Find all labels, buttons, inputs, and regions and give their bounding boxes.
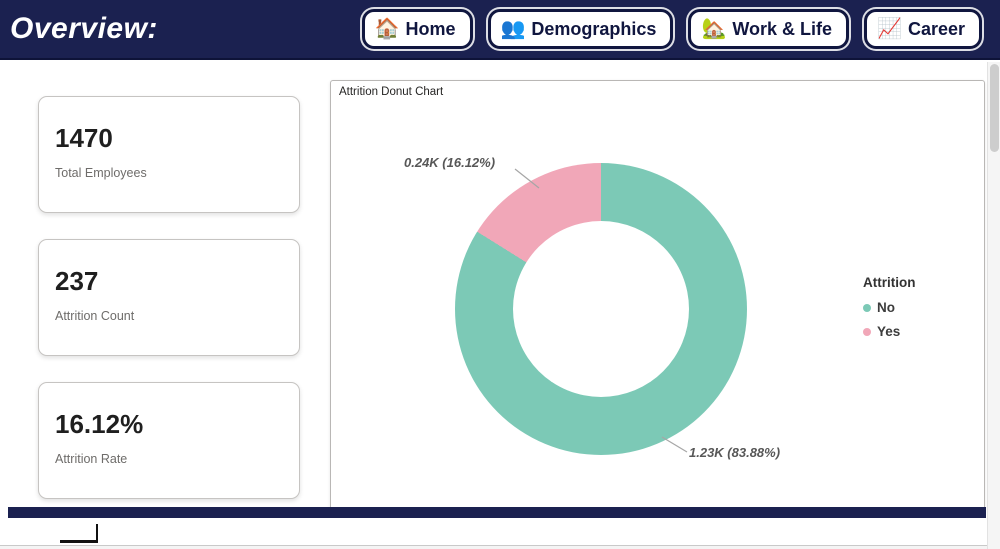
- work-life-icon: 🏡: [701, 18, 727, 40]
- legend: Attrition No Yes: [863, 275, 915, 348]
- kpi-label: Total Employees: [55, 166, 147, 180]
- demographics-icon: 👥: [500, 18, 526, 40]
- data-label-no: 1.23K (83.88%): [689, 445, 781, 460]
- legend-item-yes[interactable]: Yes: [863, 324, 915, 339]
- nav-label: Home: [405, 18, 456, 39]
- legend-swatch-yes: [863, 327, 871, 336]
- legend-label: Yes: [877, 324, 901, 339]
- page-title: Overview:: [10, 12, 158, 45]
- kpi-value: 16.12%: [55, 409, 144, 439]
- corner-mark: [60, 524, 98, 543]
- footer-bar: [8, 507, 986, 518]
- nav-button-demographics[interactable]: 👥 Demographics: [487, 9, 674, 49]
- nav-label: Career: [907, 18, 965, 39]
- nav-button-work-life[interactable]: 🏡 Work & Life: [688, 9, 850, 49]
- donut-ring[interactable]: [455, 163, 747, 455]
- legend-label: No: [877, 300, 895, 315]
- nav-bar: 🏠 Home 👥 Demographics 🏡 Work & Life 📈 Ca…: [361, 9, 1000, 49]
- nav-button-home[interactable]: 🏠 Home: [361, 9, 473, 49]
- kpi-card-total-employees: 1470 Total Employees: [38, 96, 300, 213]
- leader-lines: [514, 168, 688, 453]
- nav-label: Work & Life: [732, 18, 833, 39]
- home-icon: 🏠: [374, 18, 400, 40]
- horizontal-scrollbar[interactable]: [0, 545, 1000, 549]
- attrition-donut-panel: Attrition Donut Chart 0.24K (16.12%) 1.2…: [330, 80, 985, 514]
- nav-label: Demographics: [531, 18, 657, 39]
- vertical-scrollbar[interactable]: [987, 62, 1000, 549]
- kpi-card-attrition-count: 237 Attrition Count: [38, 239, 300, 356]
- kpi-label: Attrition Rate: [55, 452, 128, 466]
- legend-title: Attrition: [863, 275, 916, 290]
- legend-swatch-no: [863, 303, 871, 312]
- kpi-value: 237: [55, 266, 99, 296]
- donut-hole: [513, 221, 689, 397]
- kpi-label: Attrition Count: [55, 309, 135, 323]
- career-icon: 📈: [877, 18, 902, 40]
- chart-title: Attrition Donut Chart: [339, 86, 444, 98]
- header-bar: Overview: 🏠 Home 👥 Demographics 🏡 Work &…: [0, 0, 1000, 60]
- nav-button-career[interactable]: 📈 Career: [864, 9, 982, 49]
- legend-item-no[interactable]: No: [863, 300, 915, 315]
- kpi-value: 1470: [55, 123, 113, 153]
- data-label-yes: 0.24K (16.12%): [404, 155, 496, 170]
- vertical-scrollbar-thumb[interactable]: [990, 64, 999, 152]
- kpi-card-attrition-rate: 16.12% Attrition Rate: [38, 382, 300, 499]
